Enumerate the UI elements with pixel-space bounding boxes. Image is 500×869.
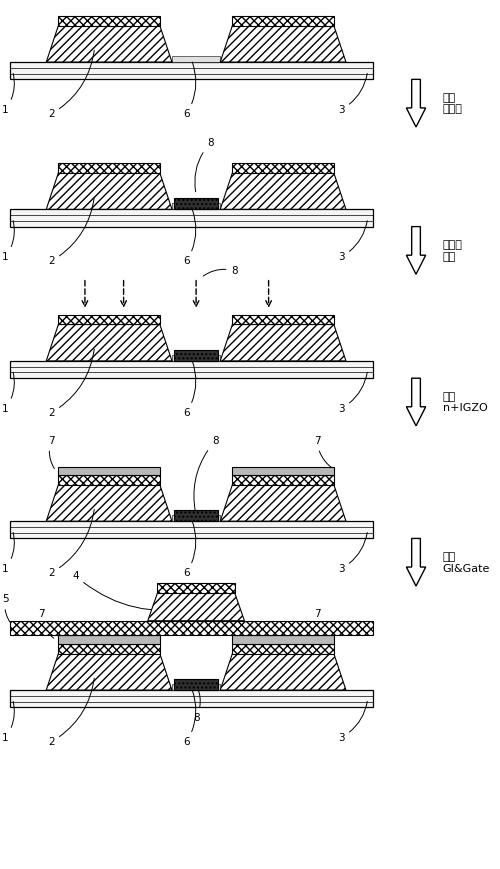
Polygon shape xyxy=(46,173,172,209)
Bar xyxy=(10,521,372,539)
Bar xyxy=(174,510,218,521)
Bar xyxy=(58,644,160,653)
Bar xyxy=(174,679,218,690)
Bar xyxy=(158,583,235,593)
Bar xyxy=(58,315,160,324)
Text: 6: 6 xyxy=(183,521,196,578)
Bar xyxy=(232,644,334,653)
Bar xyxy=(10,209,372,227)
Text: 7: 7 xyxy=(314,435,334,469)
Polygon shape xyxy=(220,653,346,690)
Text: 6: 6 xyxy=(183,209,196,266)
Bar xyxy=(10,620,372,635)
Bar xyxy=(172,56,220,62)
Bar xyxy=(10,62,372,79)
Text: 1: 1 xyxy=(2,73,14,115)
Polygon shape xyxy=(46,485,172,521)
Bar xyxy=(10,361,372,378)
Polygon shape xyxy=(220,324,346,361)
Text: 3: 3 xyxy=(338,74,368,115)
Polygon shape xyxy=(148,593,244,620)
Text: 3: 3 xyxy=(338,701,368,743)
Bar xyxy=(58,17,160,26)
Polygon shape xyxy=(406,539,426,586)
Text: 制备
保护层: 制备 保护层 xyxy=(442,93,462,115)
Text: 2: 2 xyxy=(48,197,94,266)
Text: 8: 8 xyxy=(195,137,214,192)
Text: 7: 7 xyxy=(314,609,334,639)
Text: 4: 4 xyxy=(72,571,194,610)
Polygon shape xyxy=(220,485,346,521)
Text: 2: 2 xyxy=(48,509,94,578)
Bar xyxy=(172,355,220,361)
Bar xyxy=(174,349,218,361)
Text: 8: 8 xyxy=(203,266,238,276)
Text: 1: 1 xyxy=(2,372,14,414)
Text: 8: 8 xyxy=(194,435,218,513)
Bar xyxy=(58,635,160,644)
Bar xyxy=(232,635,334,644)
Text: 2: 2 xyxy=(48,50,94,119)
Bar xyxy=(58,467,160,475)
Bar xyxy=(232,315,334,324)
Polygon shape xyxy=(46,26,172,62)
Text: 1: 1 xyxy=(2,701,14,743)
Bar xyxy=(174,198,218,209)
Text: 7: 7 xyxy=(48,435,54,468)
Bar xyxy=(172,203,220,209)
Text: 7: 7 xyxy=(38,609,54,638)
Text: 5: 5 xyxy=(2,594,13,626)
Bar xyxy=(232,475,334,485)
Text: 制备
GI&Gate: 制备 GI&Gate xyxy=(442,552,490,574)
Bar xyxy=(172,684,220,690)
Bar xyxy=(172,515,220,521)
Text: 3: 3 xyxy=(338,533,368,574)
Polygon shape xyxy=(406,378,426,426)
Polygon shape xyxy=(220,26,346,62)
Text: 6: 6 xyxy=(183,361,196,418)
Text: 3: 3 xyxy=(338,372,368,414)
Text: 2: 2 xyxy=(48,349,94,418)
Text: 6: 6 xyxy=(183,690,196,747)
Bar xyxy=(58,163,160,173)
Text: 形成
n+IGZO: 形成 n+IGZO xyxy=(442,392,488,414)
Bar xyxy=(232,17,334,26)
Text: 8: 8 xyxy=(193,687,200,723)
Polygon shape xyxy=(406,227,426,275)
Polygon shape xyxy=(220,173,346,209)
Bar xyxy=(232,163,334,173)
Polygon shape xyxy=(46,324,172,361)
Text: 3: 3 xyxy=(338,221,368,262)
Polygon shape xyxy=(46,653,172,690)
Text: 2: 2 xyxy=(48,678,94,747)
Polygon shape xyxy=(406,79,426,127)
Text: 等离子
处理: 等离子 处理 xyxy=(442,240,462,262)
Text: 1: 1 xyxy=(2,221,14,262)
Text: 6: 6 xyxy=(183,62,196,119)
Text: 1: 1 xyxy=(2,533,14,574)
Bar xyxy=(58,475,160,485)
Bar xyxy=(10,690,372,707)
Bar xyxy=(232,467,334,475)
